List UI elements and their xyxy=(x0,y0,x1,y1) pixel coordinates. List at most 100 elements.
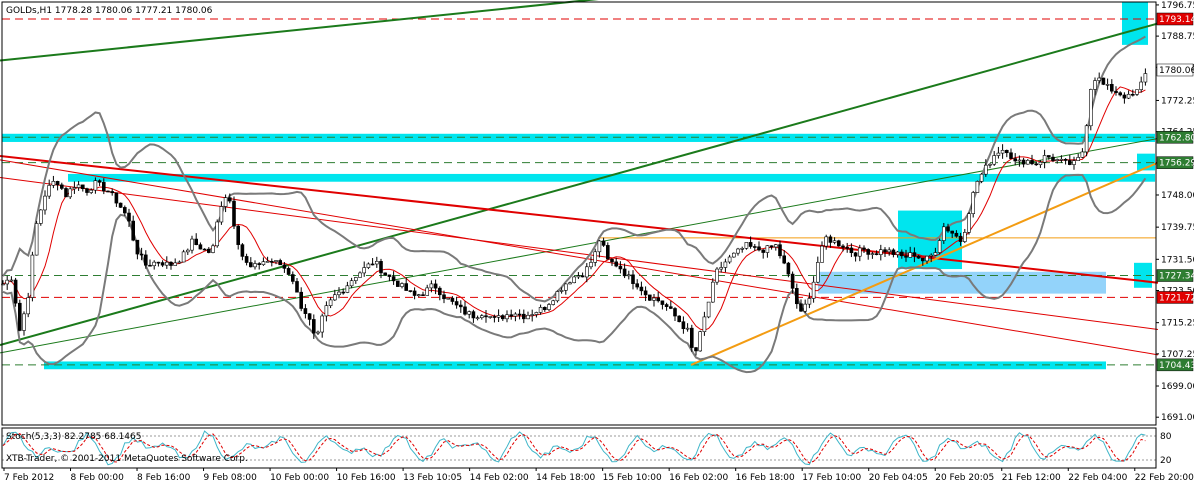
candle-body xyxy=(992,155,997,165)
x-tick-label: 14 Feb 02:00 xyxy=(470,473,529,483)
candle-body xyxy=(727,256,732,263)
candle-body xyxy=(282,264,287,269)
stochastic-oscillator-panel: 80 20 xyxy=(2,430,1172,466)
candle-body xyxy=(618,265,623,270)
candle-body xyxy=(173,262,177,266)
candle-body xyxy=(17,302,22,331)
candle-body xyxy=(471,311,476,319)
candle-body xyxy=(442,294,446,300)
candle-body xyxy=(228,197,232,202)
candle-body xyxy=(996,152,1001,156)
candle-body xyxy=(1000,149,1005,154)
candle-body xyxy=(794,288,799,305)
candle-body xyxy=(971,192,976,214)
candle-body xyxy=(303,308,308,314)
candle-body xyxy=(631,274,635,284)
candle-body xyxy=(811,281,816,299)
candle-body xyxy=(1017,159,1022,162)
candle-body xyxy=(937,240,942,253)
copyright-text: XTB-Trader, © 2001-2011 MetaQuotes Softw… xyxy=(6,454,248,464)
candle-body xyxy=(156,261,161,264)
candle-body xyxy=(517,313,522,316)
candle-body xyxy=(664,304,669,307)
candle-body xyxy=(500,315,505,320)
candle-body xyxy=(752,246,757,248)
candle-body xyxy=(144,254,148,266)
candle-body xyxy=(353,277,358,281)
candle-body xyxy=(605,245,610,260)
x-tick-label: 7 Feb 2012 xyxy=(4,473,54,483)
candle-body xyxy=(731,252,736,258)
candle-body xyxy=(929,254,934,257)
candle-body xyxy=(1118,92,1122,96)
candle-body xyxy=(887,249,892,253)
price-label-box xyxy=(1156,156,1194,169)
candle-body xyxy=(219,206,224,223)
candle-body xyxy=(383,272,388,276)
candle-body xyxy=(223,197,228,207)
candle-body xyxy=(232,200,236,227)
x-tick-label: 9 Feb 08:00 xyxy=(204,473,258,483)
candle-body xyxy=(694,347,698,352)
chart-frame xyxy=(1,1,1157,469)
candle-body xyxy=(547,304,551,310)
candle-body xyxy=(563,283,568,291)
candle-body xyxy=(652,297,656,301)
candle-body xyxy=(559,290,564,292)
candle-body xyxy=(853,252,858,257)
candle-body xyxy=(198,244,203,250)
candle-body xyxy=(1143,73,1148,83)
candle-body xyxy=(836,240,841,247)
candle-body xyxy=(677,315,682,322)
candlestick-series xyxy=(1,68,1148,356)
candle-body xyxy=(857,247,862,257)
candle-body xyxy=(765,245,770,253)
candle-body xyxy=(1126,93,1131,99)
moving-average xyxy=(2,86,1146,331)
candle-body xyxy=(782,255,787,264)
candle-body xyxy=(946,226,950,232)
trendline-green-thin xyxy=(0,137,1159,354)
candle-body xyxy=(681,321,686,330)
candle-body xyxy=(521,313,526,320)
candle-body xyxy=(278,260,283,266)
candle-body xyxy=(1084,125,1089,153)
candle-body xyxy=(526,314,530,320)
candle-body xyxy=(421,294,425,296)
candle-body xyxy=(320,315,325,333)
candle-body xyxy=(1093,80,1097,90)
candle-body xyxy=(841,245,845,248)
candle-body xyxy=(26,297,31,315)
candle-body xyxy=(446,297,451,300)
candle-body xyxy=(773,244,778,248)
candle-body xyxy=(1013,158,1018,162)
candle-body xyxy=(269,260,274,263)
trendline-green-upper xyxy=(0,0,599,62)
candle-body xyxy=(899,251,904,257)
candle-body xyxy=(580,275,585,278)
candle-body xyxy=(740,248,745,250)
candle-body xyxy=(895,251,900,255)
candle-body xyxy=(883,249,887,253)
candle-body xyxy=(244,256,249,263)
candle-body xyxy=(975,181,980,193)
candle-body xyxy=(207,248,211,253)
candle-body xyxy=(404,283,409,291)
price-level-labels: 1793.14 1780.06 1762.80 1756.29 1727.34 1721.… xyxy=(1156,12,1194,372)
candle-body xyxy=(311,319,316,334)
candle-body xyxy=(1042,155,1047,163)
price-label-box xyxy=(1156,131,1194,144)
candle-body xyxy=(1059,158,1064,161)
candle-body xyxy=(425,287,430,296)
trendline-red-main xyxy=(0,155,1159,284)
candle-body xyxy=(668,306,673,309)
candle-body xyxy=(1068,160,1072,165)
y-tick-label: 1739.75 xyxy=(1161,223,1194,233)
candle-body xyxy=(505,314,509,320)
candle-body xyxy=(710,281,715,303)
candle-body xyxy=(878,249,883,255)
price-label: 1727.34 xyxy=(1159,272,1194,282)
candle-body xyxy=(950,230,955,234)
